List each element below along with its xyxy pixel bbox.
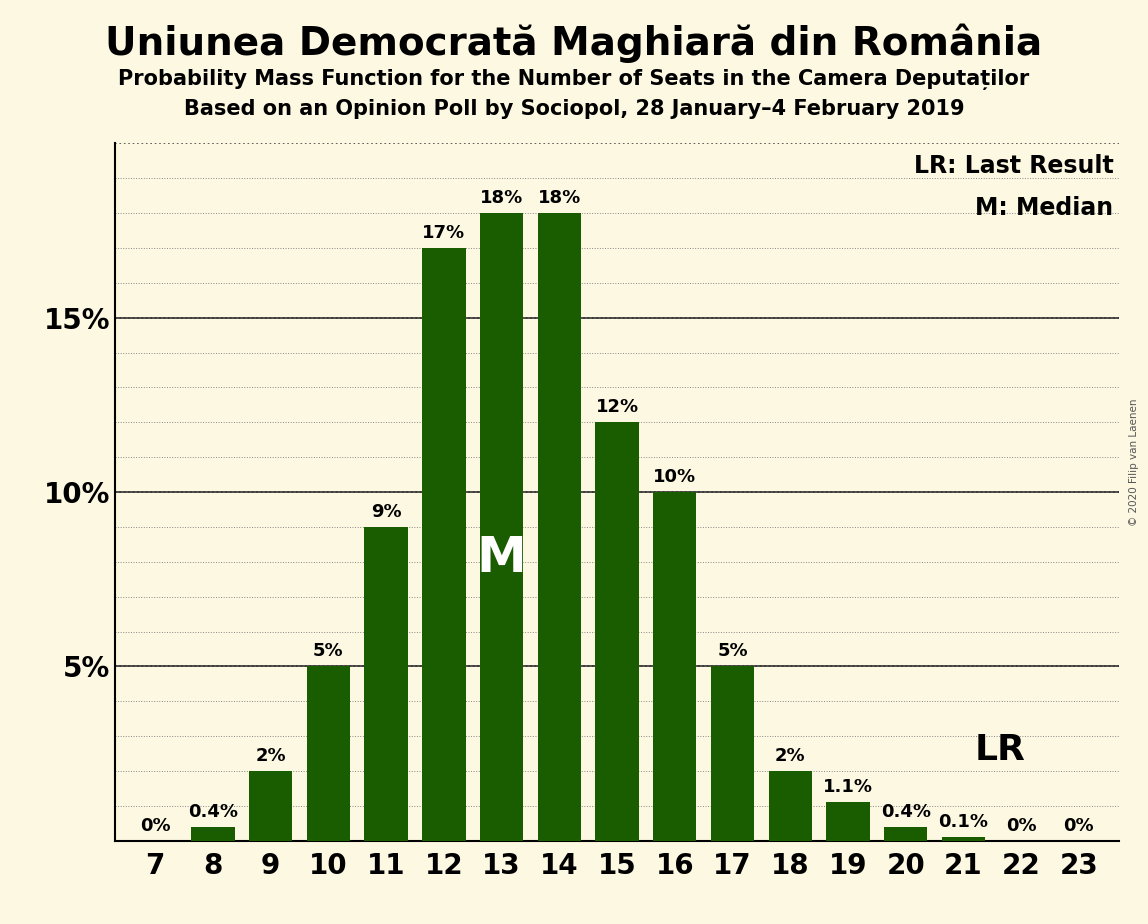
Bar [307,666,350,841]
Text: 2%: 2% [775,747,806,765]
Text: 9%: 9% [371,503,402,520]
Text: 0.1%: 0.1% [938,813,988,831]
Text: 0%: 0% [1063,817,1094,834]
Text: Uniunea Democrată Maghiară din România: Uniunea Democrată Maghiară din România [106,23,1042,63]
Text: 0.4%: 0.4% [881,803,931,821]
Text: 1.1%: 1.1% [823,778,872,796]
Text: 12%: 12% [596,398,638,416]
Text: 10%: 10% [653,468,697,486]
Bar [711,666,754,841]
Text: M: Median: M: Median [976,196,1114,220]
Bar [941,837,985,841]
Text: 0%: 0% [140,817,171,834]
Bar [653,492,697,841]
Text: 5%: 5% [718,642,747,660]
Text: 0.4%: 0.4% [188,803,238,821]
Text: 0%: 0% [1006,817,1037,834]
Text: © 2020 Filip van Laenen: © 2020 Filip van Laenen [1128,398,1139,526]
Bar [364,527,408,841]
Bar [769,771,812,841]
Bar [884,827,928,841]
Bar [192,827,234,841]
Text: 18%: 18% [480,188,523,207]
Text: LR: LR [975,733,1026,767]
Bar [827,802,870,841]
Text: 5%: 5% [313,642,343,660]
Text: Probability Mass Function for the Number of Seats in the Camera Deputaților: Probability Mass Function for the Number… [118,69,1030,91]
Text: Based on an Opinion Poll by Sociopol, 28 January–4 February 2019: Based on an Opinion Poll by Sociopol, 28… [184,99,964,119]
Text: 2%: 2% [255,747,286,765]
Bar [480,213,523,841]
Text: 17%: 17% [422,224,465,241]
Text: 18%: 18% [537,188,581,207]
Bar [422,248,465,841]
Bar [537,213,581,841]
Bar [249,771,293,841]
Text: LR: Last Result: LR: Last Result [914,153,1114,177]
Text: M: M [476,534,527,582]
Bar [596,422,638,841]
